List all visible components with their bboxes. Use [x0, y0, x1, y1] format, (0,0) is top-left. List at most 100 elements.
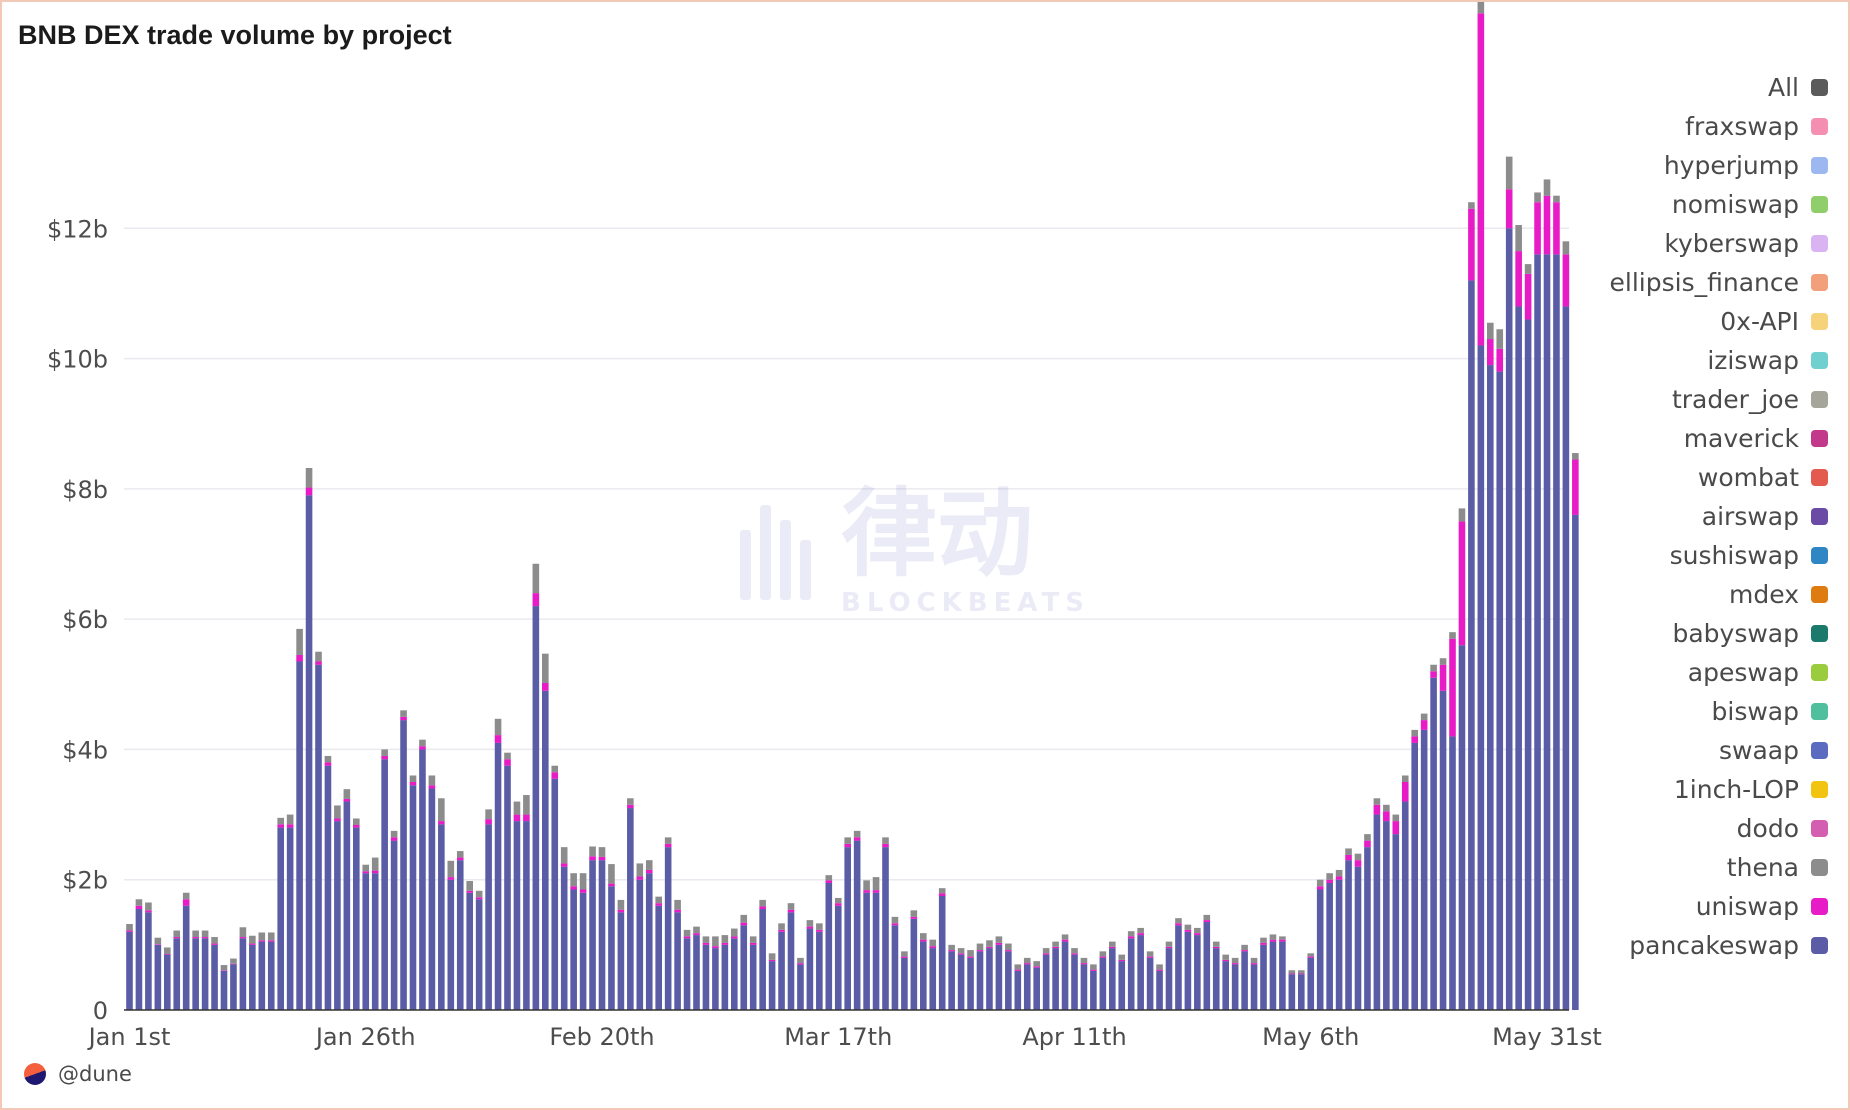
bar-segment-uniswap[interactable]	[513, 814, 521, 822]
legend-item-fraxswap[interactable]: fraxswap	[1498, 107, 1828, 146]
bar-segment-pancakeswap[interactable]	[721, 944, 729, 1010]
bar-segment-thena[interactable]	[986, 940, 993, 947]
bar-segment-pancakeswap[interactable]	[1241, 951, 1248, 1010]
bar-segment-uniswap[interactable]	[910, 916, 918, 919]
bar-segment-uniswap[interactable]	[721, 942, 729, 945]
bar-segment-uniswap[interactable]	[1468, 208, 1475, 281]
bar-segment-uniswap[interactable]	[343, 798, 351, 802]
bar-segment-uniswap[interactable]	[627, 804, 634, 809]
bar-segment-pancakeswap[interactable]	[1222, 961, 1229, 1010]
bar-segment-uniswap[interactable]	[201, 937, 209, 939]
legend-item-1inch-lop[interactable]: 1inch-LOP	[1498, 770, 1828, 809]
bar-segment-thena[interactable]	[475, 890, 483, 898]
bar-segment-uniswap[interactable]	[901, 956, 908, 958]
bar-segment-uniswap[interactable]	[532, 593, 540, 607]
bar-segment-thena[interactable]	[1458, 508, 1466, 522]
bar-segment-uniswap[interactable]	[277, 824, 284, 828]
bar-segment-uniswap[interactable]	[1543, 195, 1551, 255]
bar-segment-pancakeswap[interactable]	[1052, 948, 1059, 1010]
bar-segment-pancakeswap[interactable]	[1005, 951, 1012, 1010]
bar-segment-thena[interactable]	[1468, 202, 1475, 209]
bar-segment-uniswap[interactable]	[891, 923, 899, 926]
bar-segment-uniswap[interactable]	[598, 856, 606, 861]
bar-segment-uniswap[interactable]	[740, 922, 748, 926]
bar-segment-uniswap[interactable]	[400, 716, 407, 721]
bar-segment-pancakeswap[interactable]	[315, 664, 322, 1010]
bar-segment-thena[interactable]	[1383, 804, 1390, 812]
bar-segment-pancakeswap[interactable]	[1288, 974, 1296, 1010]
bar-segment-thena[interactable]	[1534, 192, 1541, 203]
bar-segment-pancakeswap[interactable]	[797, 964, 804, 1010]
bar-segment-thena[interactable]	[456, 851, 464, 858]
bar-segment-pancakeswap[interactable]	[1515, 306, 1522, 1011]
bar-segment-uniswap[interactable]	[1553, 202, 1560, 255]
bar-segment-thena[interactable]	[1524, 264, 1532, 274]
bar-segment-uniswap[interactable]	[523, 814, 530, 822]
bar-segment-uniswap[interactable]	[466, 890, 473, 893]
bar-segment-thena[interactable]	[504, 752, 511, 760]
bar-segment-pancakeswap[interactable]	[1042, 954, 1050, 1010]
bar-segment-pancakeswap[interactable]	[731, 938, 738, 1010]
bar-segment-pancakeswap[interactable]	[1383, 821, 1390, 1010]
bar-segment-pancakeswap[interactable]	[239, 938, 247, 1010]
bar-segment-uniswap[interactable]	[693, 933, 700, 936]
bar-segment-pancakeswap[interactable]	[409, 785, 417, 1010]
bar-segment-thena[interactable]	[1052, 941, 1059, 947]
bar-segment-uniswap[interactable]	[220, 970, 228, 971]
bar-segment-thena[interactable]	[1269, 934, 1277, 940]
bar-segment-pancakeswap[interactable]	[305, 495, 313, 1010]
bar-segment-uniswap[interactable]	[1156, 969, 1163, 971]
bar-segment-pancakeswap[interactable]	[1439, 690, 1447, 1010]
bar-segment-uniswap[interactable]	[986, 946, 993, 949]
bar-segment-thena[interactable]	[400, 710, 407, 717]
bar-segment-uniswap[interactable]	[381, 755, 388, 760]
legend-item-kyberswap[interactable]: kyberswap	[1498, 224, 1828, 263]
bar-segment-pancakeswap[interactable]	[834, 905, 842, 1010]
bar-segment-pancakeswap[interactable]	[192, 938, 199, 1010]
bar-segment-uniswap[interactable]	[173, 937, 181, 939]
bar-segment-pancakeswap[interactable]	[1203, 922, 1211, 1010]
bar-segment-pancakeswap[interactable]	[1534, 254, 1541, 1011]
bar-segment-thena[interactable]	[948, 944, 955, 951]
bar-segment-uniswap[interactable]	[419, 746, 426, 750]
bar-segment-uniswap[interactable]	[305, 487, 313, 496]
bar-segment-uniswap[interactable]	[1279, 939, 1286, 942]
bar-segment-thena[interactable]	[1335, 869, 1343, 877]
bar-segment-uniswap[interactable]	[579, 889, 587, 893]
bar-segment-pancakeswap[interactable]	[1250, 964, 1258, 1010]
bar-segment-uniswap[interactable]	[1222, 959, 1229, 962]
bar-segment-thena[interactable]	[447, 860, 455, 878]
bar-segment-pancakeswap[interactable]	[1373, 814, 1381, 1010]
bar-segment-thena[interactable]	[834, 897, 842, 904]
bar-segment-uniswap[interactable]	[1430, 671, 1437, 678]
bar-segment-pancakeswap[interactable]	[258, 941, 266, 1010]
bar-segment-thena[interactable]	[1137, 927, 1144, 934]
bar-segment-thena[interactable]	[315, 651, 322, 662]
bar-segment-thena[interactable]	[1005, 943, 1012, 951]
bar-segment-pancakeswap[interactable]	[1420, 729, 1428, 1010]
bar-segment-uniswap[interactable]	[560, 863, 568, 867]
bar-segment-uniswap[interactable]	[1184, 929, 1192, 932]
legend-item-maverick[interactable]: maverick	[1498, 419, 1828, 458]
bar-segment-pancakeswap[interactable]	[882, 847, 889, 1010]
bar-segment-uniswap[interactable]	[456, 857, 464, 861]
bar-segment-thena[interactable]	[230, 958, 237, 964]
bar-segment-pancakeswap[interactable]	[938, 896, 946, 1010]
bar-segment-uniswap[interactable]	[1411, 736, 1418, 743]
bar-segment-pancakeswap[interactable]	[154, 944, 162, 1010]
bar-segment-uniswap[interactable]	[1269, 939, 1277, 942]
bar-segment-uniswap[interactable]	[1420, 720, 1428, 730]
bar-segment-uniswap[interactable]	[154, 944, 162, 945]
bar-segment-uniswap[interactable]	[1458, 521, 1466, 646]
bar-segment-thena[interactable]	[324, 755, 332, 763]
bar-segment-thena[interactable]	[693, 926, 700, 934]
bar-segment-uniswap[interactable]	[645, 869, 653, 874]
bar-segment-uniswap[interactable]	[617, 909, 625, 913]
bar-segment-pancakeswap[interactable]	[1543, 254, 1551, 1011]
bar-segment-thena[interactable]	[428, 775, 436, 786]
bar-segment-thena[interactable]	[910, 910, 918, 917]
bar-segment-thena[interactable]	[390, 830, 398, 838]
bar-segment-pancakeswap[interactable]	[1458, 645, 1466, 1010]
bar-segment-thena[interactable]	[1279, 936, 1286, 940]
bar-segment-uniswap[interactable]	[759, 906, 766, 910]
